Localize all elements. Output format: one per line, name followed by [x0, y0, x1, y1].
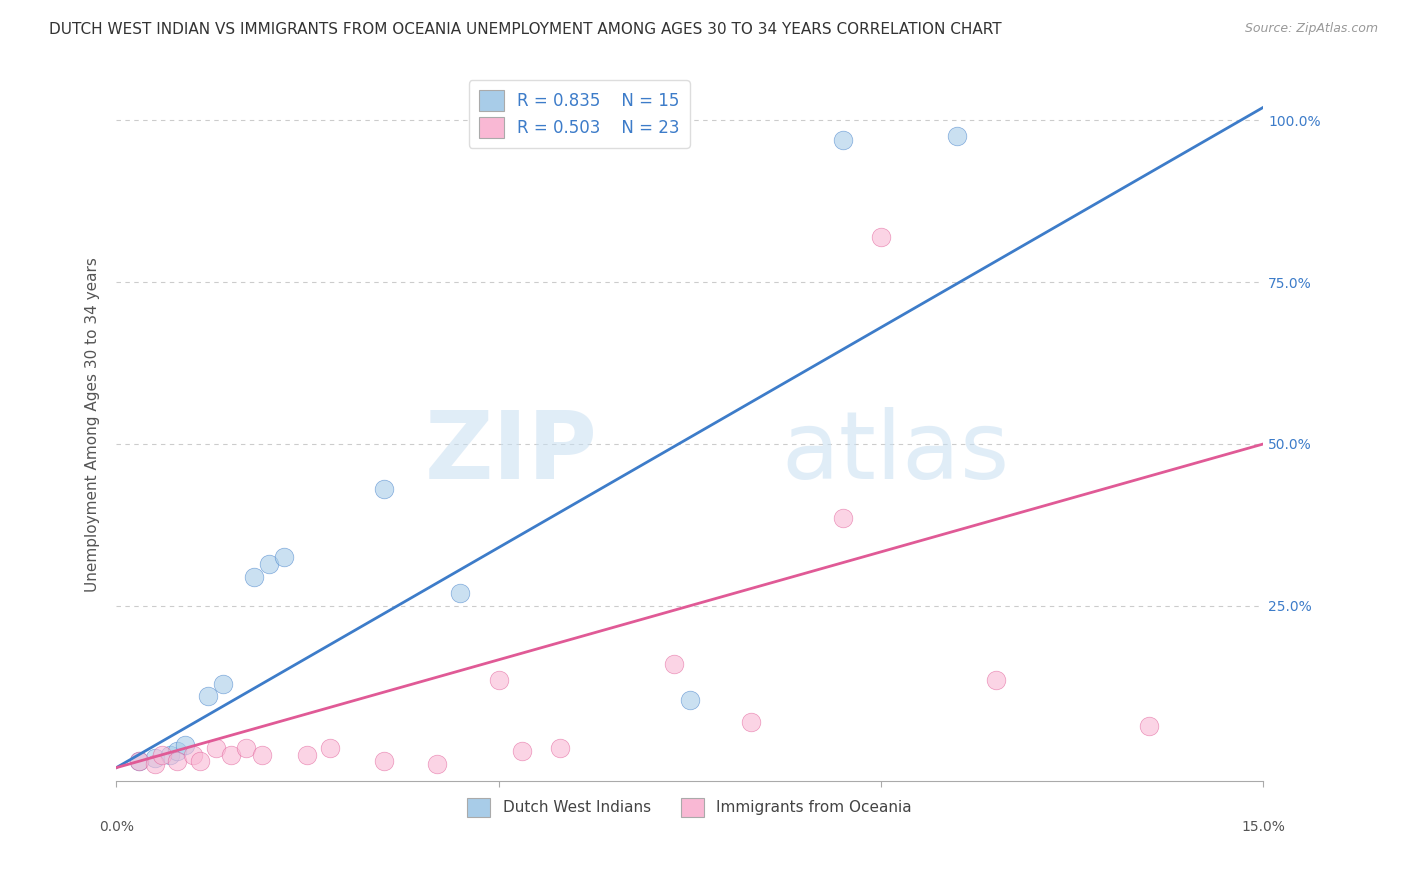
Point: [204, 741, 226, 756]
Point: [174, 738, 197, 752]
Point: [143, 757, 166, 772]
Point: [870, 230, 893, 244]
Point: [449, 586, 471, 600]
Point: [190, 754, 212, 768]
Point: [128, 754, 150, 768]
Point: [197, 690, 219, 704]
Point: [243, 570, 266, 584]
Point: [257, 557, 280, 571]
Point: [664, 657, 686, 672]
Point: [510, 744, 533, 758]
Y-axis label: Unemployment Among Ages 30 to 34 years: Unemployment Among Ages 30 to 34 years: [86, 257, 100, 592]
Point: [128, 754, 150, 768]
Text: DUTCH WEST INDIAN VS IMMIGRANTS FROM OCEANIA UNEMPLOYMENT AMONG AGES 30 TO 34 YE: DUTCH WEST INDIAN VS IMMIGRANTS FROM OCE…: [49, 22, 1002, 37]
Point: [143, 751, 166, 765]
Text: ZIP: ZIP: [425, 407, 598, 499]
Point: [273, 550, 295, 565]
Point: [159, 747, 181, 762]
Point: [679, 692, 702, 706]
Point: [297, 747, 319, 762]
Point: [831, 511, 853, 525]
Point: [831, 133, 853, 147]
Point: [488, 673, 510, 688]
Point: [166, 744, 188, 758]
Point: [250, 747, 273, 762]
Point: [235, 741, 257, 756]
Text: Source: ZipAtlas.com: Source: ZipAtlas.com: [1244, 22, 1378, 36]
Point: [984, 673, 1007, 688]
Text: 0.0%: 0.0%: [98, 820, 134, 834]
Point: [548, 741, 571, 756]
Point: [946, 129, 969, 144]
Legend: Dutch West Indians, Immigrants from Oceania: Dutch West Indians, Immigrants from Ocea…: [461, 792, 918, 822]
Point: [166, 754, 188, 768]
Point: [426, 757, 449, 772]
Text: 15.0%: 15.0%: [1241, 820, 1285, 834]
Point: [373, 483, 395, 497]
Point: [181, 747, 204, 762]
Point: [219, 747, 242, 762]
Point: [373, 754, 395, 768]
Text: atlas: atlas: [782, 407, 1010, 499]
Point: [319, 741, 342, 756]
Point: [1137, 718, 1160, 732]
Point: [740, 715, 762, 730]
Point: [150, 747, 173, 762]
Point: [212, 676, 235, 690]
